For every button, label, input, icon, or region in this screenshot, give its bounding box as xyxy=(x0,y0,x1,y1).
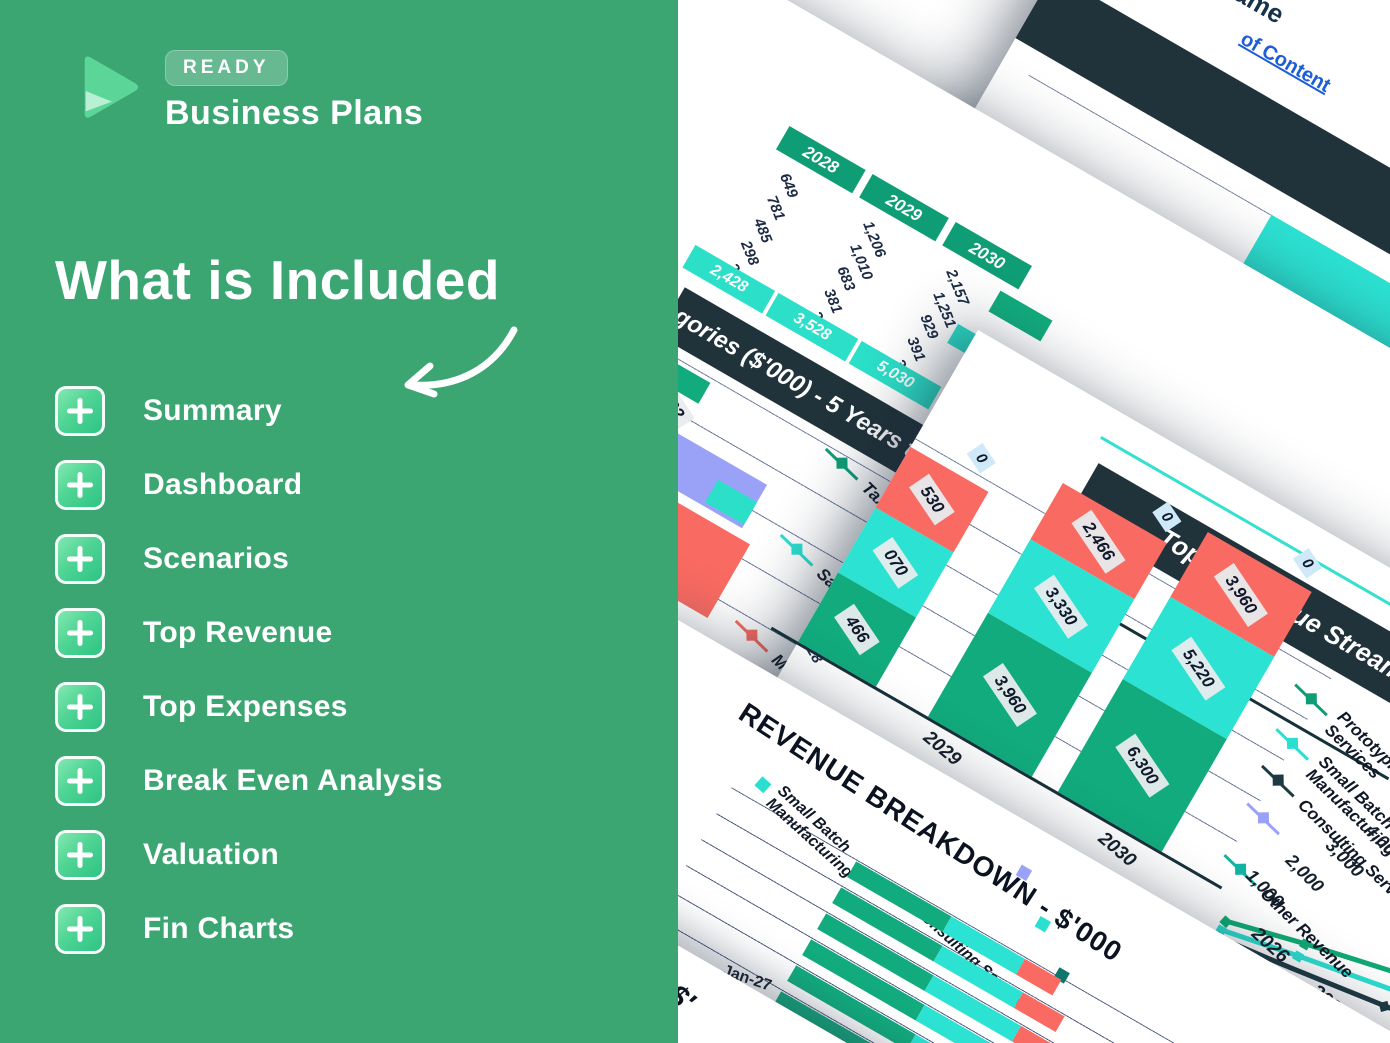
data-chip: 3,960 xyxy=(1214,562,1268,627)
data-chip: 530 xyxy=(909,473,955,526)
brand-logo-row: READY Business Plans xyxy=(75,50,423,133)
feature-label: Scenarios xyxy=(143,542,290,575)
corner-title-fragment: $' xyxy=(678,978,701,1019)
legend-marker-diamond xyxy=(1257,812,1270,824)
page-title: What is Included xyxy=(55,249,500,311)
plus-icon xyxy=(55,460,105,510)
feature-item: Top Expenses xyxy=(55,682,443,732)
legend-marker-diamond xyxy=(1305,693,1318,705)
data-chip: 2,466 xyxy=(1071,509,1126,573)
data-chip: 466 xyxy=(834,603,880,656)
feature-label: Top Expenses xyxy=(143,690,348,723)
brand-name: Business Plans xyxy=(165,94,424,132)
left-panel: READY Business Plans What is Included Su… xyxy=(0,0,678,1043)
plus-icon xyxy=(55,904,105,954)
feature-label: Fin Charts xyxy=(143,912,295,945)
feature-item: Summary xyxy=(55,386,443,436)
curved-arrow-icon xyxy=(392,322,520,419)
plus-icon xyxy=(55,682,105,732)
legend-marker-diamond xyxy=(791,543,803,555)
legend-marker-diamond xyxy=(746,629,758,641)
feature-item: Break Even Analysis xyxy=(55,756,443,806)
feature-item: Top Revenue xyxy=(55,608,443,658)
legend-marker xyxy=(1261,764,1295,798)
feature-label: Summary xyxy=(143,394,282,427)
feature-label: Dashboard xyxy=(143,468,303,501)
legend-marker-diamond xyxy=(836,457,848,469)
legend-marker-diamond xyxy=(1287,737,1299,749)
feature-label: Top Revenue xyxy=(143,616,333,649)
zero-chip: 0 xyxy=(966,443,997,474)
legend-marker xyxy=(1246,802,1280,836)
plus-icon xyxy=(55,830,105,880)
legend-marker-diamond xyxy=(1272,774,1285,786)
plus-icon xyxy=(55,534,105,584)
data-chip: 3,330 xyxy=(1034,574,1088,638)
legend-swatch xyxy=(754,776,772,794)
data-chip: 6,300 xyxy=(1115,733,1170,798)
feature-item: Valuation xyxy=(55,830,443,880)
legend-item xyxy=(1246,802,1286,842)
plus-icon xyxy=(55,756,105,806)
mini-cell-green xyxy=(988,290,1053,342)
play-icon xyxy=(84,56,139,118)
plus-icon xyxy=(55,608,105,658)
feature-item: Dashboard xyxy=(55,460,443,510)
feature-item: Scenarios xyxy=(55,534,443,584)
plus-icon xyxy=(55,386,105,436)
legend-marker xyxy=(1294,683,1328,717)
collage-stage: ame of Content 128.9 gories ($'000) - 5 … xyxy=(678,0,1390,1043)
data-chip: 070 xyxy=(872,536,919,589)
feature-item: Fin Charts xyxy=(55,904,443,954)
data-chip: 5,220 xyxy=(1171,636,1226,700)
legend-marker-diamond xyxy=(1235,863,1247,875)
feature-label: Valuation xyxy=(143,838,280,871)
legend-marker xyxy=(1275,727,1310,761)
feature-list: Summary Dashboard Scenarios Top Revenue Top … xyxy=(55,386,443,954)
data-chip: 3,960 xyxy=(982,662,1037,727)
company-name-fragment: ame xyxy=(1229,0,1290,30)
ready-badge: READY xyxy=(165,50,288,86)
feature-label: Break Even Analysis xyxy=(143,764,443,797)
